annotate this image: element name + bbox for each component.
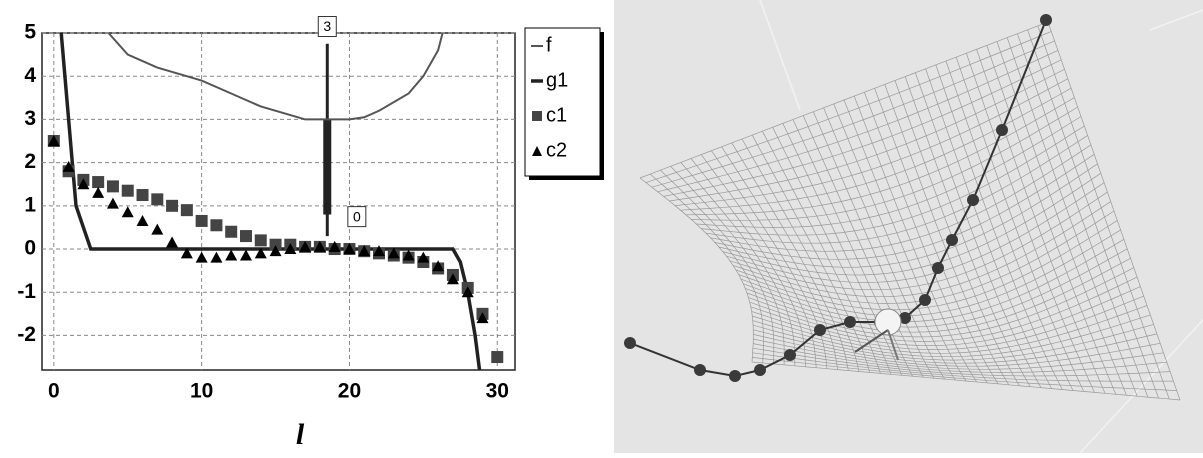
marker-square [122,185,134,197]
control-point [919,294,931,306]
control-point [844,316,856,328]
figure: l -2-1012345010203030fg1c1c2 [0,0,1203,453]
marker-square [210,219,222,231]
page: {"chart_data": {"type": "line", "x_label… [0,0,1203,453]
x-tick-label: 30 [486,380,509,403]
marker-square [166,200,178,212]
control-point [784,349,796,361]
legend-label: c2 [546,139,567,161]
legend-marker [532,111,542,121]
control-point [932,262,944,274]
marker-square [151,193,163,205]
y-tick-label: -1 [17,280,36,303]
marker-square [240,230,252,242]
marker-square [107,180,119,192]
legend-label: g1 [546,69,568,91]
y-tick-label: 1 [24,193,36,216]
x-tick-label: 20 [338,380,361,403]
x-tick-label: 10 [190,380,213,403]
marker-square [137,189,149,201]
marker-square [225,226,237,238]
control-point [754,364,766,376]
control-point [967,194,979,206]
control-point [729,370,741,382]
annotation: 0 [353,208,361,224]
y-tick-label: 4 [24,64,36,87]
marker-square [196,215,208,227]
y-tick-label: 2 [24,150,36,173]
annotation: 3 [323,18,331,34]
control-point [1040,14,1052,26]
marker-square [255,234,267,246]
marker-square [92,176,104,188]
y-tick-label: 0 [24,237,36,260]
y-tick-label: 3 [24,107,36,130]
control-point [814,324,826,336]
3d-view [614,0,1203,453]
marker-square [491,351,503,363]
marker-square [181,204,193,216]
control-point [946,234,958,246]
legend-label: f [546,34,552,56]
control-point [694,364,706,376]
viewport-background [614,0,1203,453]
y-tick-label: -2 [17,323,36,346]
y-tick-label: 5 [24,21,36,44]
control-point [624,337,636,349]
x-axis-label: l [296,418,305,451]
legend-label: c1 [546,104,567,126]
control-point [996,124,1008,136]
x-tick-label: 0 [48,380,60,403]
